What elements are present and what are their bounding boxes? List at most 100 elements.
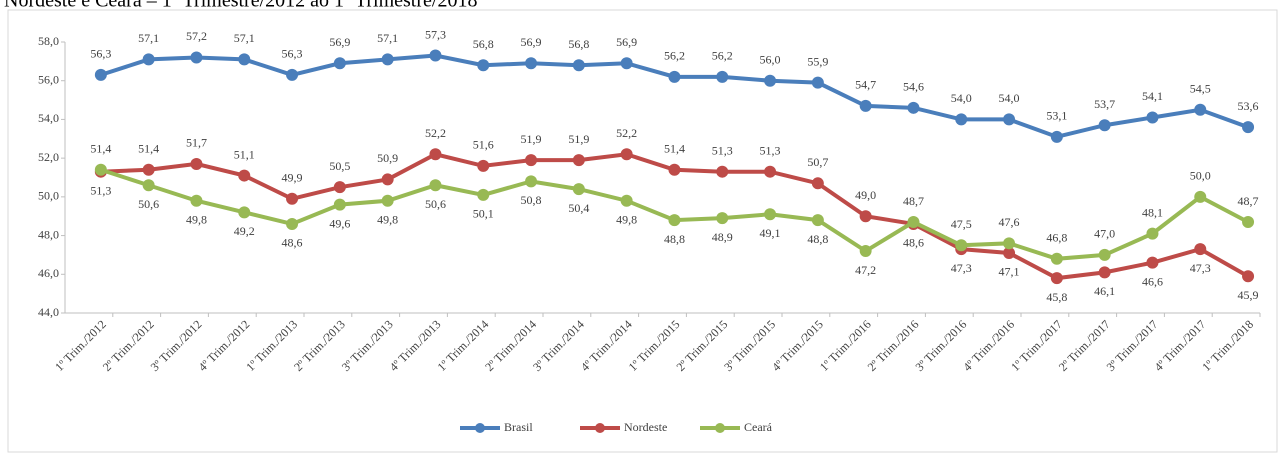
data-label: 45,9 — [1238, 288, 1259, 302]
point — [668, 70, 681, 83]
data-label: 49,2 — [234, 224, 255, 238]
point — [1194, 243, 1207, 256]
data-label: 51,9 — [568, 132, 589, 146]
point — [1242, 270, 1255, 283]
legend-label: Ceará — [744, 420, 773, 434]
data-label: 52,2 — [425, 126, 446, 140]
point — [1050, 252, 1063, 265]
data-label: 50,6 — [138, 197, 159, 211]
data-label: 48,1 — [1142, 205, 1163, 219]
chart-frame — [7, 9, 1278, 453]
data-label: 48,8 — [664, 232, 685, 246]
point — [620, 194, 633, 207]
point — [1242, 121, 1255, 134]
point — [668, 163, 681, 176]
point — [1050, 130, 1063, 143]
data-label: 49,8 — [377, 212, 398, 226]
point — [811, 214, 824, 227]
data-label: 54,7 — [855, 78, 876, 92]
point — [620, 148, 633, 161]
data-label: 56,9 — [521, 35, 542, 49]
data-label: 48,9 — [712, 230, 733, 244]
data-label: 49,0 — [855, 188, 876, 202]
point — [333, 198, 346, 211]
point — [525, 175, 538, 188]
point — [859, 99, 872, 112]
data-label: 57,1 — [377, 31, 398, 45]
data-label: 49,1 — [760, 226, 781, 240]
data-label: 51,4 — [138, 142, 159, 156]
point — [1003, 113, 1016, 126]
point — [286, 217, 299, 230]
point — [477, 59, 490, 72]
point — [477, 188, 490, 201]
data-label: 51,1 — [234, 147, 255, 161]
point — [716, 165, 729, 178]
point — [1194, 103, 1207, 116]
point — [1146, 227, 1159, 240]
y-tick-label: 50,0 — [38, 189, 59, 203]
data-label: 55,9 — [807, 54, 828, 68]
legend-marker — [475, 423, 485, 433]
point — [525, 154, 538, 167]
point — [381, 53, 394, 66]
point — [333, 57, 346, 70]
point — [381, 173, 394, 186]
data-label: 51,9 — [521, 132, 542, 146]
point — [333, 181, 346, 194]
data-label: 54,6 — [903, 80, 924, 94]
point — [764, 208, 777, 221]
y-tick-label: 48,0 — [38, 227, 59, 241]
point — [1003, 237, 1016, 250]
chart-title: Nordeste e Ceará – 1º Trimestre/2012 ao … — [4, 0, 477, 12]
data-label: 49,8 — [186, 212, 207, 226]
data-label: 57,3 — [425, 27, 446, 41]
data-label: 57,1 — [234, 31, 255, 45]
point — [1098, 119, 1111, 132]
data-label: 47,3 — [1190, 261, 1211, 275]
point — [94, 163, 107, 176]
point — [716, 212, 729, 225]
data-label: 50,0 — [1190, 169, 1211, 183]
data-label: 47,3 — [951, 261, 972, 275]
point — [859, 245, 872, 258]
data-label: 46,6 — [1142, 274, 1163, 288]
point — [477, 159, 490, 172]
data-label: 54,1 — [1142, 89, 1163, 103]
point — [1194, 190, 1207, 203]
data-label: 47,6 — [999, 215, 1020, 229]
point — [381, 194, 394, 207]
data-label: 50,7 — [807, 155, 828, 169]
point — [1146, 256, 1159, 269]
data-label: 48,6 — [282, 236, 303, 250]
point — [811, 177, 824, 190]
data-label: 47,5 — [951, 217, 972, 231]
data-label: 51,6 — [473, 138, 494, 152]
point — [1098, 266, 1111, 279]
data-label: 57,2 — [186, 29, 207, 43]
data-label: 51,4 — [664, 142, 685, 156]
data-label: 47,0 — [1094, 227, 1115, 241]
data-label: 49,9 — [282, 171, 303, 185]
point — [668, 214, 681, 227]
point — [429, 179, 442, 192]
point — [238, 169, 251, 182]
data-label: 47,1 — [999, 265, 1020, 279]
y-tick-label: 44,0 — [38, 305, 59, 319]
point — [1242, 216, 1255, 229]
point — [572, 154, 585, 167]
point — [955, 113, 968, 126]
data-label: 50,1 — [473, 207, 494, 221]
point — [955, 239, 968, 252]
data-label: 50,4 — [568, 201, 589, 215]
data-label: 51,3 — [90, 183, 111, 197]
data-label: 53,6 — [1238, 99, 1259, 113]
legend-label: Nordeste — [624, 420, 667, 434]
data-label: 47,2 — [855, 263, 876, 277]
data-label: 48,7 — [1238, 194, 1259, 208]
point — [429, 148, 442, 161]
point — [190, 51, 203, 64]
data-label: 56,3 — [90, 47, 111, 61]
data-label: 56,8 — [568, 37, 589, 51]
